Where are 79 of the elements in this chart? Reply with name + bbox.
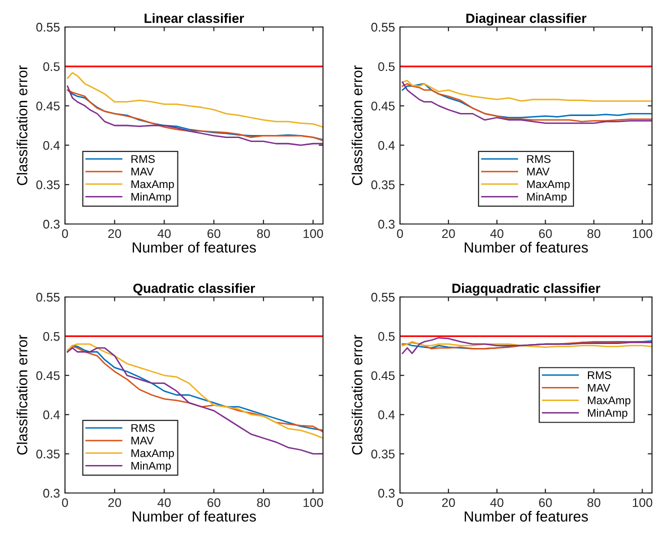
y-tick-label: 0.3: [378, 488, 395, 498]
x-tick-label: 60: [539, 498, 552, 508]
x-tick-label: 80: [587, 229, 600, 238]
x-tick-label: 0: [62, 229, 68, 238]
y-tick-label: 0.45: [36, 371, 60, 380]
legend-label: MinAmp: [527, 192, 567, 203]
x-tick-label: 0: [397, 498, 403, 508]
y-tick-label: 0.35: [371, 450, 395, 458]
y-tick-label: 0.5: [378, 332, 395, 341]
legend-label: MAV: [588, 384, 610, 392]
legend-label: MinAmp: [131, 192, 171, 203]
chart-title: Diagquadratic classifier: [452, 283, 600, 296]
y-tick-label: 0.5: [43, 62, 60, 72]
y-axis-title: Classification error: [16, 334, 28, 455]
x-tick-label: 20: [108, 498, 122, 508]
y-tick-label: 0.55: [371, 292, 395, 302]
legend-label: MinAmp: [588, 408, 628, 420]
y-tick-label: 0.45: [371, 102, 395, 110]
legend-label: RMS: [131, 155, 155, 163]
y-tick-label: 0.55: [371, 22, 395, 32]
y-tick-label: 0.35: [371, 180, 395, 190]
y-tick-label: 0.55: [36, 22, 60, 32]
y-tick-label: 0.3: [43, 220, 60, 229]
x-tick-label: 100: [304, 229, 324, 238]
x-tick-label: 0: [62, 498, 68, 508]
line-series: [66, 72, 323, 128]
y-tick-label: 0.5: [43, 332, 60, 341]
y-tick-label: 0.4: [378, 410, 395, 420]
y-tick-label: 0.4: [378, 141, 395, 150]
x-axis-title: Number of features: [464, 510, 588, 522]
y-tick-label: 0.45: [371, 371, 395, 380]
legend-label: MaxAmp: [131, 449, 174, 460]
x-tick-label: 20: [108, 229, 122, 238]
x-tick-label: 100: [304, 498, 324, 508]
legend-label: MinAmp: [131, 462, 171, 472]
x-tick-label: 80: [257, 498, 270, 508]
legend-label: MAV: [527, 168, 550, 176]
y-tick-label: 0.45: [36, 102, 60, 110]
x-tick-label: 60: [208, 229, 220, 238]
x-tick-label: 60: [208, 498, 220, 508]
y-tick-label: 0.5: [378, 62, 395, 72]
y-tick-label: 0.4: [43, 141, 60, 150]
y-tick-label: 0.35: [36, 450, 60, 458]
x-tick-label: 80: [257, 229, 270, 238]
legend-label: MaxAmp: [131, 180, 174, 190]
y-axis-title: Classification error: [352, 65, 362, 186]
legend-label: RMS: [527, 155, 550, 163]
x-tick-label: 40: [158, 229, 171, 238]
line-series: [402, 337, 652, 354]
legend-label: MAV: [131, 436, 154, 444]
x-tick-label: 40: [158, 498, 171, 508]
y-axis-title: Classification error: [16, 65, 28, 186]
x-tick-label: 40: [490, 229, 504, 238]
x-axis-title: Number of features: [132, 510, 256, 522]
x-tick-label: 0: [397, 229, 403, 238]
x-tick-label: 20: [442, 229, 455, 238]
chart-title: Linear classifier: [144, 13, 244, 23]
x-tick-label: 20: [442, 498, 455, 508]
y-axis-title: Classification error: [352, 334, 362, 455]
y-tick-label: 0.3: [378, 220, 395, 229]
y-tick-label: 0.35: [36, 180, 60, 190]
line-series: [402, 80, 652, 102]
x-tick-label: 80: [587, 498, 600, 508]
x-tick-label: 60: [539, 229, 552, 238]
x-axis-title: Number of features: [464, 242, 588, 253]
x-tick-label: 100: [632, 229, 652, 238]
x-axis-title: Number of features: [132, 242, 256, 253]
legend-label: MaxAmp: [588, 396, 630, 406]
legend-label: MaxAmp: [527, 180, 570, 190]
chart-title: Quadratic classifier: [133, 283, 256, 296]
legend-label: MAV: [131, 168, 154, 176]
x-tick-label: 100: [632, 498, 652, 508]
chart-title: Diaginear classifier: [466, 13, 586, 26]
y-tick-label: 0.4: [43, 410, 60, 420]
x-tick-label: 40: [490, 498, 504, 508]
y-tick-label: 0.55: [36, 292, 60, 302]
y-tick-label: 0.3: [43, 488, 60, 498]
legend-label: RMS: [131, 424, 155, 432]
legend-label: RMS: [588, 371, 612, 380]
